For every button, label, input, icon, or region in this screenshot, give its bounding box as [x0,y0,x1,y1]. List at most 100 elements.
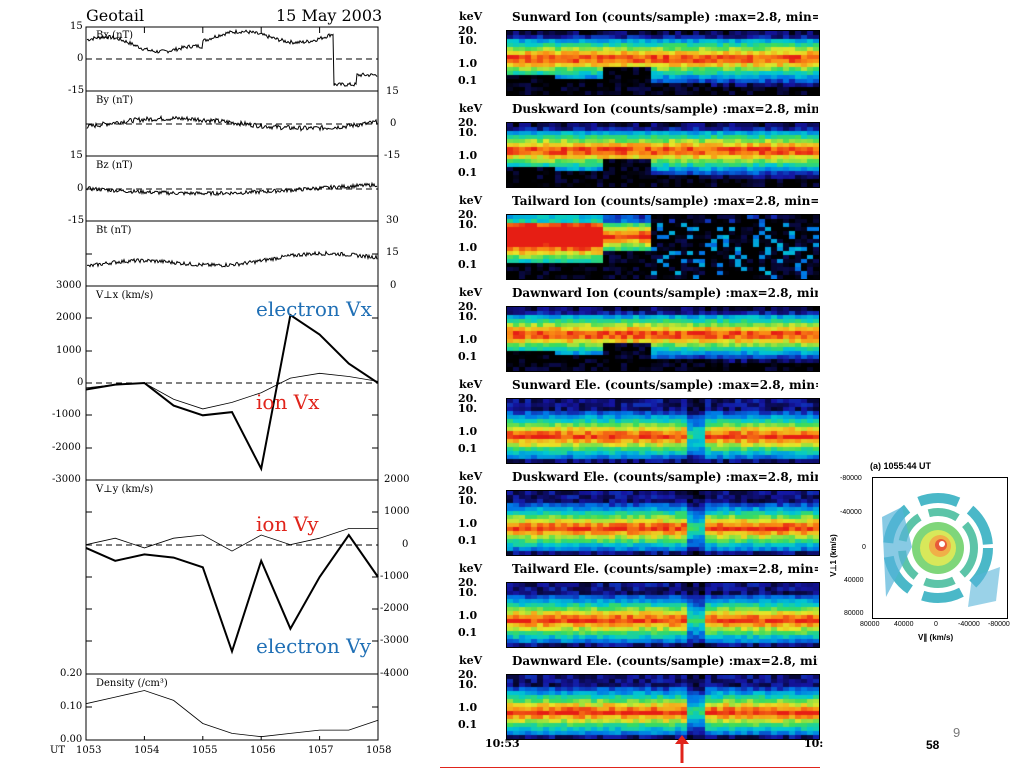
vx-tick: 3000 [56,280,82,291]
spec-y-tick: 10. [458,402,478,415]
spec-y-tick: 0.1 [458,626,478,639]
spectrogram-panel: keV Duskward Ele. (counts/sample) :max=2.… [456,468,822,560]
spec-y-tick: 10. [458,494,478,507]
vx-tick: -1000 [52,409,81,420]
inset-plot-area [872,477,1008,619]
electron-vy-series [85,533,379,655]
spec-title: Duskward Ion (counts/sample) :max=2.8, m… [512,102,818,116]
vx-tick: 0 [77,377,84,388]
spec-y-tick: 20. [458,668,478,681]
spec-y-tick: 0.1 [458,166,478,179]
spectrogram-image [506,582,820,648]
spec-y-tick: 10. [458,126,478,139]
spectrogram-panel: keV Tailward Ion (counts/sample) :max=2.8… [456,192,822,284]
by-trace [86,114,378,132]
spec-title: Tailward Ele. (counts/sample) :max=2.8, … [512,562,818,576]
density-series [85,690,379,738]
inset-velocity-distribution: (a) 1055:44 UT V⊥1 (km/s) V∥ (km/s) -800… [829,455,1020,649]
spec-unit-label: keV [459,470,483,483]
ion-vy-series [85,528,378,552]
spec-y-tick: 20. [458,116,478,129]
spec-y-tick: 0.1 [458,442,478,455]
spec-unit-label: keV [459,562,483,575]
vx-tick: -2000 [52,442,81,453]
inset-y-tick: 80000 [844,610,864,617]
spec-y-tick: 20. [458,208,478,221]
vy-tick: 0 [402,539,409,550]
density-tick: 0.00 [60,734,83,745]
spec-y-tick: 0.1 [458,258,478,271]
spec-title: Dawnward Ele. (counts/sample) :max=2.8, … [512,654,818,668]
spectrogram-image [506,30,820,96]
spec-y-tick: 0.1 [458,718,478,731]
electron-vy-annotation: electron Vy [256,634,372,658]
spec-y-tick: 20. [458,576,478,589]
bx-trace [86,28,378,87]
bz-trace [86,181,378,197]
spec-y-tick: 0.1 [458,534,478,547]
spec-y-tick: 20. [458,392,478,405]
event-arrow-icon [675,735,689,763]
bt-trace [86,250,378,268]
page-number: 9 [953,725,961,740]
bz-tick: -15 [68,215,85,226]
inset-y-label: V⊥1 (km/s) [828,534,838,577]
inset-y-tick: -80000 [840,475,862,482]
bt-label: Bt (nT) [96,225,132,236]
spectrogram-panel: keV Duskward Ion (counts/sample) :max=2.8… [456,100,822,192]
by-tick: -15 [384,150,401,161]
spec-y-tick: 10. [458,218,478,231]
spec-y-tick: 1.0 [458,701,478,714]
bt-tick: 15 [386,247,399,258]
spec-y-tick: 10. [458,310,478,323]
spectrogram-panel: keV Tailward Ele. (counts/sample) :max=2.… [456,560,822,652]
spec-unit-label: keV [459,286,483,299]
vy-tick: 2000 [384,474,410,485]
inset-title: (a) 1055:44 UT [870,461,932,471]
vx-label: V⊥x (km/s) [96,290,154,301]
electron-vx-series [85,313,379,472]
vy-tick: -3000 [380,635,409,646]
density-tick: 0.20 [60,668,83,679]
bx-tick: 0 [77,53,84,64]
slide-number: 58 [926,738,940,752]
spectrogram-image [506,214,820,280]
bz-tick: 0 [77,183,84,194]
by-tick: 0 [390,118,397,129]
vy-tick: -4000 [380,668,409,679]
ut-tick: 1058 [366,745,392,756]
bx-label: Bx (nT) [96,30,134,41]
spec-y-tick: 1.0 [458,149,478,162]
spec-y-tick: 20. [458,484,478,497]
ion-vy-annotation: ion Vy [256,512,319,536]
by-tick: 15 [386,86,399,97]
spec-y-tick: 0.1 [458,350,478,363]
ut-tick: 1056 [250,745,276,756]
plot-title-right: 15 May 2003 [276,6,383,25]
spec-y-tick: 20. [458,24,478,37]
spec-title: Dawnward Ion (counts/sample) :max=2.8, m… [512,286,818,300]
spec-y-tick: 10. [458,678,478,691]
spectrogram-panel: keV Dawnward Ele. (counts/sample) :max=2.… [456,652,822,744]
density-tick: 0.10 [60,701,83,712]
spectrogram-image [506,398,820,464]
spec-time-end: 10: [804,737,824,750]
bx-tick: -15 [68,85,85,96]
bz-label: Bz (nT) [96,160,133,171]
bx-tick: 15 [70,21,83,32]
inset-x-tick: 80000 [860,621,880,628]
spec-unit-label: keV [459,10,483,23]
bz-tick: 15 [70,150,83,161]
bt-tick: 0 [390,280,397,291]
spec-title: Duskward Ele. (counts/sample) :max=2.8, … [512,470,818,484]
inset-x-tick: -40000 [958,621,980,628]
electron-vx-annotation: electron Vx [256,297,372,321]
ut-label: UT [50,745,66,756]
spectrogram-image [506,122,820,188]
ut-tick: 1057 [308,745,334,756]
spec-title: Tailward Ion (counts/sample) :max=2.8, m… [512,194,818,208]
spec-y-tick: 20. [458,300,478,313]
by-label: By (nT) [96,95,134,106]
spec-y-tick: 1.0 [458,333,478,346]
spec-y-tick: 1.0 [458,517,478,530]
